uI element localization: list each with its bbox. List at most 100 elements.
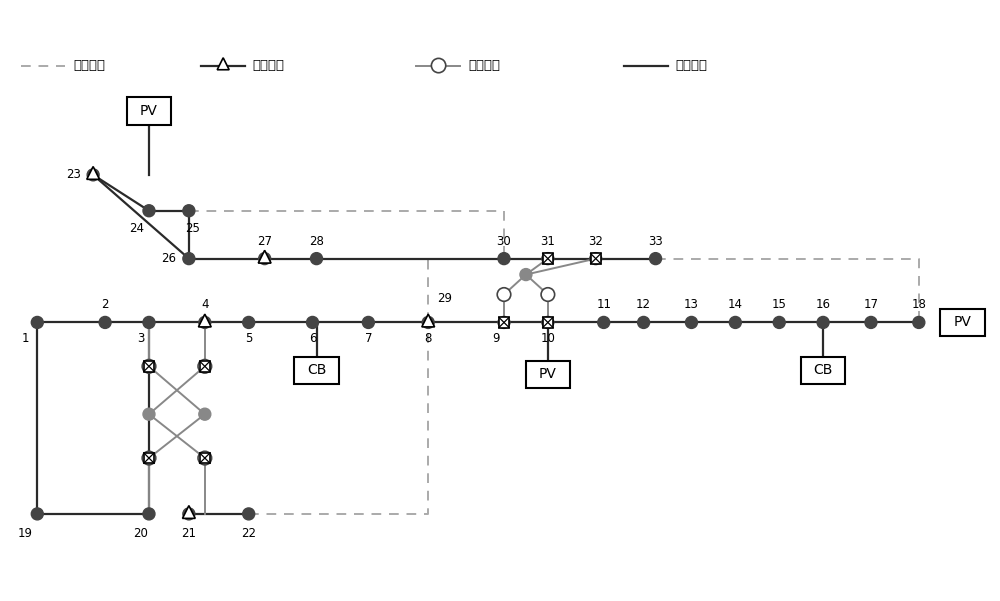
Text: 16: 16 [816, 298, 831, 311]
Circle shape [729, 317, 741, 328]
Text: CB: CB [813, 364, 833, 377]
Circle shape [307, 317, 319, 328]
Text: 10: 10 [540, 332, 555, 345]
Circle shape [31, 508, 43, 520]
Text: 3: 3 [137, 332, 145, 345]
Text: PV: PV [539, 367, 557, 381]
Circle shape [497, 288, 511, 301]
Circle shape [143, 452, 155, 464]
Text: CB: CB [307, 364, 326, 377]
Text: 27: 27 [257, 234, 272, 248]
Polygon shape [217, 58, 229, 70]
Circle shape [311, 252, 322, 264]
Text: 5: 5 [245, 332, 252, 345]
FancyBboxPatch shape [801, 357, 845, 384]
Bar [144, 361, 154, 371]
Text: PV: PV [140, 104, 158, 118]
Circle shape [99, 317, 111, 328]
Circle shape [143, 408, 155, 420]
Bar [144, 453, 154, 463]
Bar [200, 361, 210, 371]
Circle shape [541, 288, 555, 301]
Text: 14: 14 [728, 298, 743, 311]
Circle shape [198, 451, 212, 465]
Bar [591, 254, 601, 264]
Bar [200, 453, 210, 463]
Circle shape [431, 58, 446, 73]
Polygon shape [258, 251, 271, 263]
Circle shape [542, 288, 554, 300]
Circle shape [650, 252, 662, 264]
Circle shape [259, 252, 271, 264]
FancyBboxPatch shape [526, 361, 570, 388]
Circle shape [199, 361, 211, 372]
Text: 6: 6 [309, 332, 316, 345]
Circle shape [590, 252, 602, 264]
Text: 30: 30 [497, 234, 511, 248]
Text: 28: 28 [309, 234, 324, 248]
Text: 9: 9 [492, 332, 500, 345]
Circle shape [498, 288, 510, 300]
Text: 22: 22 [241, 527, 256, 540]
Circle shape [362, 317, 374, 328]
Circle shape [143, 508, 155, 520]
Text: 29: 29 [437, 292, 452, 305]
Circle shape [87, 169, 99, 181]
Circle shape [685, 317, 697, 328]
Circle shape [183, 252, 195, 264]
Circle shape [142, 451, 156, 465]
Text: 32: 32 [588, 234, 603, 248]
Circle shape [422, 317, 434, 328]
Circle shape [199, 408, 211, 420]
Bar [543, 254, 553, 264]
Text: 8: 8 [425, 332, 432, 345]
Polygon shape [182, 505, 195, 519]
Text: 25: 25 [185, 222, 200, 235]
Text: 4: 4 [201, 298, 209, 311]
Text: 交流线路: 交流线路 [676, 59, 708, 72]
Circle shape [243, 508, 255, 520]
Text: 23: 23 [66, 168, 81, 182]
Circle shape [542, 317, 554, 328]
Text: 7: 7 [365, 332, 372, 345]
Circle shape [198, 359, 212, 373]
Text: 联络开关: 联络开关 [73, 59, 105, 72]
Polygon shape [422, 314, 435, 327]
Polygon shape [87, 166, 100, 179]
Circle shape [913, 317, 925, 328]
Circle shape [143, 205, 155, 217]
Circle shape [520, 269, 532, 281]
Circle shape [865, 317, 877, 328]
Text: 13: 13 [684, 298, 699, 311]
Circle shape [31, 317, 43, 328]
Text: 31: 31 [540, 234, 555, 248]
Circle shape [183, 508, 195, 520]
Circle shape [199, 317, 211, 328]
Circle shape [498, 317, 510, 328]
Text: 15: 15 [772, 298, 787, 311]
Circle shape [142, 359, 156, 373]
Circle shape [498, 252, 510, 264]
Text: 26: 26 [161, 252, 176, 265]
Text: 17: 17 [863, 298, 878, 311]
Text: 20: 20 [134, 527, 148, 540]
Bar [499, 317, 509, 328]
Circle shape [542, 252, 554, 264]
Text: 33: 33 [648, 234, 663, 248]
Text: 2: 2 [101, 298, 109, 311]
Text: 19: 19 [18, 527, 33, 540]
Circle shape [598, 317, 610, 328]
Circle shape [199, 452, 211, 464]
Circle shape [773, 317, 785, 328]
Text: 21: 21 [181, 527, 196, 540]
FancyBboxPatch shape [294, 357, 339, 384]
FancyBboxPatch shape [127, 97, 171, 124]
Circle shape [143, 361, 155, 372]
Text: 18: 18 [911, 298, 926, 311]
Text: 分段开关: 分段开关 [253, 59, 285, 72]
Text: 12: 12 [636, 298, 651, 311]
Circle shape [817, 317, 829, 328]
Text: 直流线路: 直流线路 [468, 59, 500, 72]
FancyBboxPatch shape [940, 309, 985, 336]
Circle shape [638, 317, 650, 328]
